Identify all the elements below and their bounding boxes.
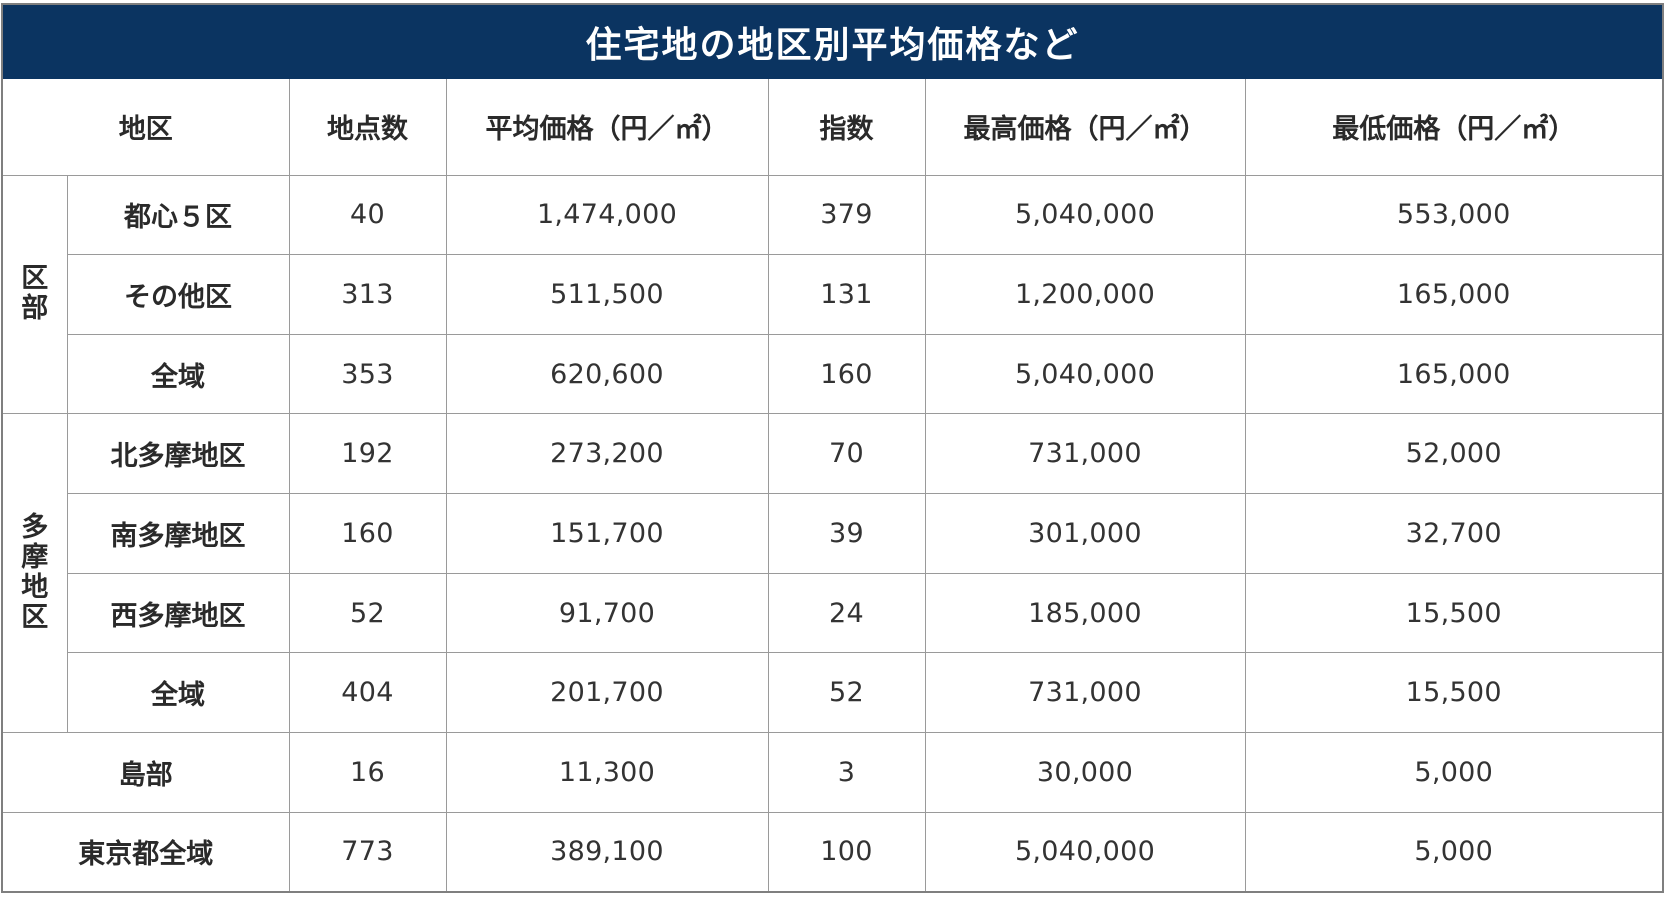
max-price-cell: 30,000 [924,732,1246,813]
max-price-cell: 731,000 [924,652,1246,734]
header-area: 地区 [3,79,290,176]
min-price-cell: 5,000 [1244,732,1662,813]
max-price-cell: 1,200,000 [924,254,1246,335]
avg-price-cell: 91,700 [445,572,769,654]
max-price-cell: 731,000 [924,413,1246,495]
min-price-cell: 5,000 [1244,811,1662,891]
max-price-cell: 185,000 [924,572,1246,654]
points-cell: 52 [288,572,447,654]
price-table: 地区 地点数 平均価格（円／㎡） 指数 最高価格（円／㎡） 最低価格（円／㎡） … [3,79,1662,891]
index-cell: 52 [767,652,926,734]
area-name: 島部 [3,732,290,813]
table-row: 全域 404 201,700 52 731,000 15,500 [3,652,1662,734]
points-cell: 773 [288,811,447,891]
avg-price-cell: 151,700 [445,493,769,574]
min-price-cell: 52,000 [1244,413,1662,495]
index-cell: 24 [767,572,926,654]
area-name: 西多摩地区 [67,572,290,654]
avg-price-cell: 389,100 [445,811,769,891]
avg-price-cell: 11,300 [445,732,769,813]
area-name: 北多摩地区 [66,413,290,495]
points-cell: 313 [288,254,447,335]
header-min-price: 最低価格（円／㎡） [1244,79,1662,176]
avg-price-cell: 620,600 [445,333,769,415]
table-row: その他区 313 511,500 131 1,200,000 165,000 [3,254,1662,335]
min-price-cell: 165,000 [1244,333,1662,415]
points-cell: 353 [288,333,447,415]
area-name: 都心５区 [66,174,290,256]
min-price-cell: 32,700 [1244,493,1662,574]
avg-price-cell: 201,700 [445,652,769,734]
points-cell: 16 [288,732,447,813]
min-price-cell: 553,000 [1244,174,1662,256]
min-price-cell: 165,000 [1244,254,1662,335]
avg-price-cell: 273,200 [445,413,769,495]
index-cell: 131 [767,254,926,335]
index-cell: 379 [767,174,926,256]
header-avg-price: 平均価格（円／㎡） [445,79,769,176]
table-row: 全域 353 620,600 160 5,040,000 165,000 [3,333,1662,415]
header-row: 地区 地点数 平均価格（円／㎡） 指数 最高価格（円／㎡） 最低価格（円／㎡） [3,79,1662,176]
min-price-cell: 15,500 [1244,572,1662,654]
index-cell: 39 [767,493,926,574]
max-price-cell: 5,040,000 [924,811,1246,891]
area-name: その他区 [67,254,290,335]
area-name: 全域 [67,652,290,734]
table-row: 島部 16 11,300 3 30,000 5,000 [3,732,1662,813]
price-table-panel: 住宅地の地区別平均価格など 地区 地点数 平均価格（円／㎡） 指数 最高価格（円… [1,3,1664,893]
area-name: 南多摩地区 [67,493,290,574]
points-cell: 192 [288,413,447,495]
max-price-cell: 5,040,000 [924,174,1246,256]
index-cell: 70 [767,413,926,495]
header-points: 地点数 [288,79,447,176]
table-title: 住宅地の地区別平均価格など [3,5,1662,79]
min-price-cell: 15,500 [1244,652,1662,734]
points-cell: 40 [288,174,447,256]
max-price-cell: 5,040,000 [924,333,1246,415]
group-label-ku: 区部 [3,174,68,415]
area-name: 東京都全域 [3,811,290,891]
table-row: 区部 都心５区 40 1,474,000 379 5,040,000 553,0… [3,174,1662,415]
table-row: 南多摩地区 160 151,700 39 301,000 32,700 [3,493,1662,574]
table-row: 多摩地区 北多摩地区 192 273,200 70 731,000 52,000 [3,413,1662,734]
header-index: 指数 [767,79,926,176]
table-row: 東京都全域 773 389,100 100 5,040,000 5,000 [3,811,1662,891]
max-price-cell: 301,000 [924,493,1246,574]
points-cell: 160 [288,493,447,574]
index-cell: 3 [767,732,926,813]
table-row: 西多摩地区 52 91,700 24 185,000 15,500 [3,572,1662,654]
index-cell: 100 [767,811,926,891]
area-name: 全域 [67,333,290,415]
header-max-price: 最高価格（円／㎡） [924,79,1246,176]
index-cell: 160 [767,333,926,415]
points-cell: 404 [288,652,447,734]
avg-price-cell: 511,500 [445,254,769,335]
avg-price-cell: 1,474,000 [445,174,769,256]
group-label-tama: 多摩地区 [3,413,68,734]
